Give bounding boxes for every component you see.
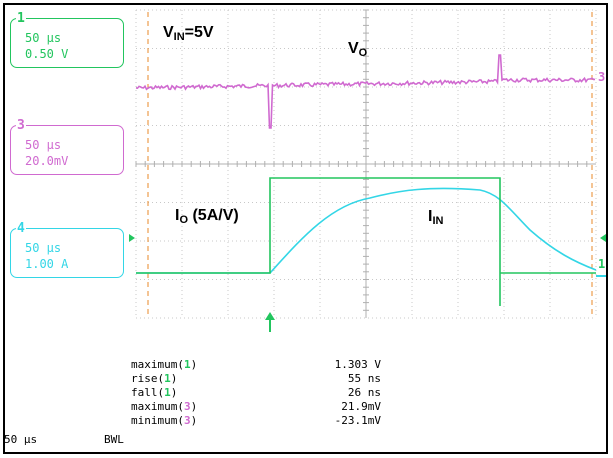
channel-3-timebase: 50 µs: [25, 138, 62, 152]
io-trace: [136, 177, 596, 306]
measurement-value: 26 ns: [347, 386, 381, 399]
trigger-arrow-left: [129, 234, 135, 242]
measurement-name: rise(1): [131, 372, 178, 385]
ch1-level-marker: 1: [598, 257, 605, 271]
measurement-name: minimum(3): [131, 414, 198, 427]
measurement-name: maximum(3): [131, 400, 198, 413]
channel-1-number: 1: [16, 11, 26, 26]
measurement-value: -23.1mV: [334, 414, 381, 427]
measurement-row: fall(1) 26 ns: [131, 386, 381, 400]
channel-1-scale: 0.50 V: [25, 47, 69, 61]
bandwidth-limit-indicator: BWL: [104, 433, 124, 446]
measurement-value: 55 ns: [347, 372, 381, 385]
ch3-level-marker: 3: [598, 70, 605, 84]
iin-trace: [136, 187, 597, 274]
label-vin: VIN=5V: [163, 24, 214, 43]
measurement-row: maximum(1) 1.303 V: [131, 358, 381, 372]
measurement-value: 1.303 V: [334, 358, 381, 371]
measurement-row: maximum(3) 21.9mV: [131, 400, 381, 414]
measurement-name: maximum(1): [131, 358, 198, 371]
label-iin: IIN: [428, 208, 444, 227]
channel-4-number: 4: [16, 221, 26, 236]
channel-1-timebase: 50 µs: [25, 31, 62, 45]
measurement-row: minimum(3) -23.1mV: [131, 414, 381, 428]
channel-1-box[interactable]: 1 50 µs 0.50 V: [10, 12, 124, 68]
vo-trace: [135, 54, 595, 129]
footer-timebase: 50 µs: [4, 433, 38, 446]
graticule: [135, 9, 597, 319]
channel-4-box[interactable]: 4 50 µs 1.00 A: [10, 222, 124, 278]
channel-3-box[interactable]: 3 50 µs 20.0mV: [10, 119, 124, 175]
measurement-name: fall(1): [131, 386, 178, 399]
measurements-panel: maximum(1) 1.303 V rise(1) 55 ns fall(1)…: [131, 358, 381, 428]
channel-4-timebase: 50 µs: [25, 241, 62, 255]
label-vo: VO: [348, 40, 368, 59]
trigger-position-icon: [265, 312, 275, 332]
trigger-arrow-right: [600, 234, 606, 242]
channel-3-number: 3: [16, 118, 26, 133]
label-io: IO (5A/V): [175, 207, 239, 226]
measurement-row: rise(1) 55 ns: [131, 372, 381, 386]
channel-3-scale: 20.0mV: [25, 154, 69, 168]
channel-4-scale: 1.00 A: [25, 257, 69, 271]
measurement-value: 21.9mV: [341, 400, 381, 413]
